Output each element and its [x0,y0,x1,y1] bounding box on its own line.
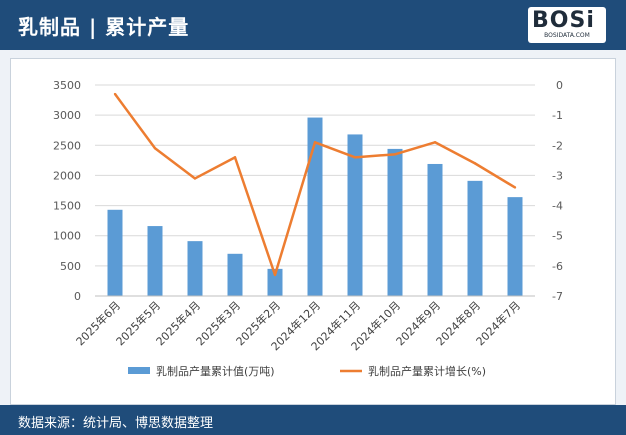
bar [427,163,443,296]
line-point [193,177,197,180]
line-point [473,162,477,165]
right-tick-label: -6 [552,260,563,273]
left-tick-label: 0 [74,290,81,303]
line-point [353,156,357,159]
bar [267,268,283,296]
header-bar: 乳制品 | 累计产量 BOSi BOSIDATA.COM [0,0,626,50]
right-axis: 0 -1 -2 -3 -4 -5 -6 -7 [552,79,563,303]
left-tick-label: 3500 [53,79,81,92]
right-tick-label: -5 [552,230,563,243]
bar [347,134,363,296]
logo-subtext: BOSIDATA.COM [544,32,590,39]
bar [147,226,163,296]
bar [387,148,403,296]
footer-bar: 数据来源：统计局、博思数据整理 [0,405,626,435]
combo-chart: 3500 3000 2500 2000 1500 1000 500 0 0 -1 -2 -3 -4 -5… [53,79,563,378]
line-point [313,141,317,144]
left-tick-label: 1500 [53,200,81,213]
line-layer [113,92,517,277]
chart-legend: 乳制品产量累计值(万吨) 乳制品产量累计增长(%) [128,364,486,378]
right-tick-label: -1 [552,109,563,122]
line-point [513,186,517,189]
bar [107,209,123,296]
brand-logo: BOSi BOSIDATA.COM [528,7,606,43]
bar [507,197,523,296]
left-axis: 3500 3000 2500 2000 1500 1000 500 0 [53,79,81,303]
left-tick-label: 500 [60,260,81,273]
bar-layer [107,117,523,296]
right-tick-label: -3 [552,169,563,182]
right-tick-label: 0 [556,79,563,92]
line-point [153,147,157,150]
line-point [433,141,437,144]
line-point [273,273,277,277]
bar [467,180,483,296]
right-tick-label: -2 [552,139,563,152]
data-source: 数据来源：统计局、博思数据整理 [18,416,214,431]
legend-line-label: 乳制品产量累计增长(%) [368,364,486,378]
right-tick-label: -4 [552,200,563,213]
left-tick-label: 3000 [53,109,81,122]
page-title: 乳制品 | 累计产量 [18,15,190,39]
line-point [233,156,237,159]
x-axis: 2025年6月2025年5月2025年4月2025年3月2025年2月2024年… [73,295,535,353]
left-tick-label: 1000 [53,230,81,243]
line-point [113,92,117,96]
legend-bar-swatch [128,367,150,374]
line-point [393,153,397,156]
bar [187,241,203,296]
bar [227,253,243,296]
right-tick-label: -7 [552,290,563,303]
legend-bar-label: 乳制品产量累计值(万吨) [156,364,275,378]
left-tick-label: 2500 [53,139,81,152]
bar [307,117,323,296]
logo-word: BOSi [532,8,595,33]
left-tick-label: 2000 [53,169,81,182]
